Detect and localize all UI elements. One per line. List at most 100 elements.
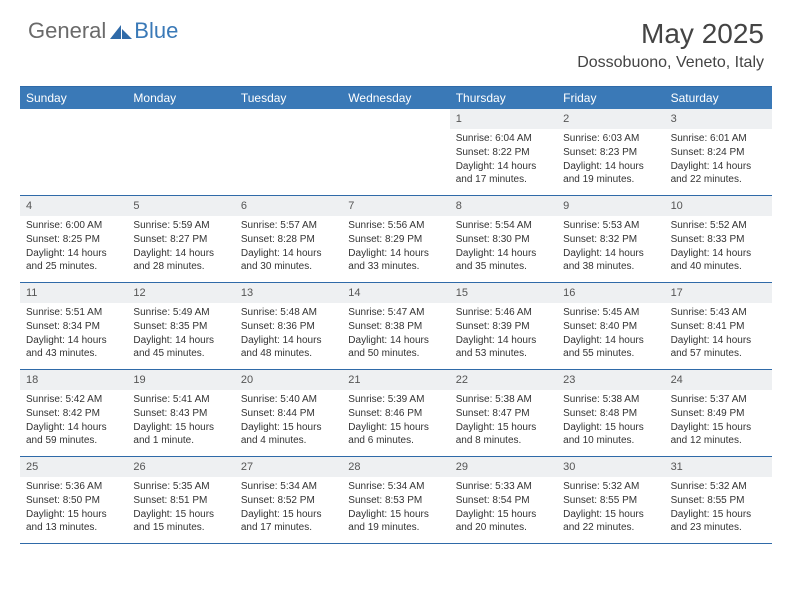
sunset-text: Sunset: 8:53 PM [348, 494, 443, 507]
day-number: 4 [20, 196, 127, 216]
day-cell: 19Sunrise: 5:41 AMSunset: 8:43 PMDayligh… [127, 370, 234, 456]
daylight-text: Daylight: 14 hours and 35 minutes. [456, 247, 551, 273]
logo-text-blue: Blue [134, 18, 178, 44]
sunrise-text: Sunrise: 5:38 AM [563, 393, 658, 406]
sunset-text: Sunset: 8:52 PM [241, 494, 336, 507]
day-cell [235, 109, 342, 195]
day-cell: 2Sunrise: 6:03 AMSunset: 8:23 PMDaylight… [557, 109, 664, 195]
sunrise-text: Sunrise: 5:56 AM [348, 219, 443, 232]
sunrise-text: Sunrise: 5:48 AM [241, 306, 336, 319]
day-number: 31 [665, 457, 772, 477]
sunset-text: Sunset: 8:32 PM [563, 233, 658, 246]
day-body: Sunrise: 5:42 AMSunset: 8:42 PMDaylight:… [20, 390, 127, 452]
day-number: 29 [450, 457, 557, 477]
day-body: Sunrise: 5:33 AMSunset: 8:54 PMDaylight:… [450, 477, 557, 539]
daylight-text: Daylight: 15 hours and 17 minutes. [241, 508, 336, 534]
day-body: Sunrise: 5:56 AMSunset: 8:29 PMDaylight:… [342, 216, 449, 278]
logo-sail-icon [110, 23, 132, 39]
daylight-text: Daylight: 14 hours and 48 minutes. [241, 334, 336, 360]
sunrise-text: Sunrise: 5:46 AM [456, 306, 551, 319]
sunrise-text: Sunrise: 5:38 AM [456, 393, 551, 406]
sunset-text: Sunset: 8:54 PM [456, 494, 551, 507]
sunset-text: Sunset: 8:36 PM [241, 320, 336, 333]
day-number: 7 [342, 196, 449, 216]
day-cell: 11Sunrise: 5:51 AMSunset: 8:34 PMDayligh… [20, 283, 127, 369]
day-number: 3 [665, 109, 772, 129]
day-cell: 3Sunrise: 6:01 AMSunset: 8:24 PMDaylight… [665, 109, 772, 195]
daylight-text: Daylight: 14 hours and 59 minutes. [26, 421, 121, 447]
daylight-text: Daylight: 14 hours and 28 minutes. [133, 247, 228, 273]
title-block: May 2025 Dossobuono, Veneto, Italy [577, 18, 764, 72]
day-number: 10 [665, 196, 772, 216]
week-row: 25Sunrise: 5:36 AMSunset: 8:50 PMDayligh… [20, 457, 772, 544]
sunrise-text: Sunrise: 5:45 AM [563, 306, 658, 319]
day-body: Sunrise: 5:35 AMSunset: 8:51 PMDaylight:… [127, 477, 234, 539]
sunrise-text: Sunrise: 5:47 AM [348, 306, 443, 319]
day-cell: 15 Sunrise: 5:46 AMSunset: 8:39 PMDayligh… [450, 283, 557, 369]
week-row: 1Sunrise: 6:04 AMSunset: 8:22 PMDaylight… [20, 109, 772, 196]
day-cell: 17Sunrise: 5:43 AMSunset: 8:41 PMDayligh… [665, 283, 772, 369]
daylight-text: Daylight: 15 hours and 22 minutes. [563, 508, 658, 534]
day-number: 9 [557, 196, 664, 216]
sunset-text: Sunset: 8:40 PM [563, 320, 658, 333]
logo-text-general: General [28, 18, 106, 44]
day-number: 24 [665, 370, 772, 390]
day-body: Sunrise: 5:34 AMSunset: 8:52 PMDaylight:… [235, 477, 342, 539]
daylight-text: Daylight: 14 hours and 50 minutes. [348, 334, 443, 360]
sunrise-text: Sunrise: 6:01 AM [671, 132, 766, 145]
day-cell: 21Sunrise: 5:39 AMSunset: 8:46 PMDayligh… [342, 370, 449, 456]
daylight-text: Daylight: 14 hours and 22 minutes. [671, 160, 766, 186]
daylight-text: Daylight: 14 hours and 17 minutes. [456, 160, 551, 186]
weekday-header: Wednesday [342, 87, 449, 109]
day-body: Sunrise: 5:45 AMSunset: 8:40 PMDaylight:… [557, 303, 664, 365]
sunrise-text: Sunrise: 5:49 AM [133, 306, 228, 319]
day-number: 13 [235, 283, 342, 303]
day-cell: 8Sunrise: 5:54 AMSunset: 8:30 PMDaylight… [450, 196, 557, 282]
daylight-text: Daylight: 15 hours and 8 minutes. [456, 421, 551, 447]
day-number [127, 109, 234, 115]
day-cell: 26Sunrise: 5:35 AMSunset: 8:51 PMDayligh… [127, 457, 234, 543]
day-body: Sunrise: 5:43 AMSunset: 8:41 PMDaylight:… [665, 303, 772, 365]
day-cell: 5Sunrise: 5:59 AMSunset: 8:27 PMDaylight… [127, 196, 234, 282]
day-cell: 20Sunrise: 5:40 AMSunset: 8:44 PMDayligh… [235, 370, 342, 456]
day-number: 25 [20, 457, 127, 477]
day-number: 17 [665, 283, 772, 303]
day-body: Sunrise: 5:57 AMSunset: 8:28 PMDaylight:… [235, 216, 342, 278]
day-number: 11 [20, 283, 127, 303]
sunset-text: Sunset: 8:48 PM [563, 407, 658, 420]
day-body: Sunrise: 5:34 AMSunset: 8:53 PMDaylight:… [342, 477, 449, 539]
sunset-text: Sunset: 8:30 PM [456, 233, 551, 246]
daylight-text: Daylight: 14 hours and 53 minutes. [456, 334, 551, 360]
day-number: 23 [557, 370, 664, 390]
daylight-text: Daylight: 14 hours and 55 minutes. [563, 334, 658, 360]
sunset-text: Sunset: 8:41 PM [671, 320, 766, 333]
day-cell: 25Sunrise: 5:36 AMSunset: 8:50 PMDayligh… [20, 457, 127, 543]
day-cell: 12Sunrise: 5:49 AMSunset: 8:35 PMDayligh… [127, 283, 234, 369]
daylight-text: Daylight: 14 hours and 57 minutes. [671, 334, 766, 360]
day-body: Sunrise: 5:47 AMSunset: 8:38 PMDaylight:… [342, 303, 449, 365]
day-number [20, 109, 127, 115]
daylight-text: Daylight: 15 hours and 15 minutes. [133, 508, 228, 534]
day-number: 2 [557, 109, 664, 129]
day-body: Sunrise: 5:32 AMSunset: 8:55 PMDaylight:… [665, 477, 772, 539]
sunset-text: Sunset: 8:23 PM [563, 146, 658, 159]
daylight-text: Daylight: 15 hours and 4 minutes. [241, 421, 336, 447]
day-number: 15 [450, 283, 557, 303]
week-row: 11Sunrise: 5:51 AMSunset: 8:34 PMDayligh… [20, 283, 772, 370]
daylight-text: Daylight: 14 hours and 25 minutes. [26, 247, 121, 273]
day-body: Sunrise: 5:51 AMSunset: 8:34 PMDaylight:… [20, 303, 127, 365]
day-body: Sunrise: 6:03 AMSunset: 8:23 PMDaylight:… [557, 129, 664, 191]
day-cell: 9Sunrise: 5:53 AMSunset: 8:32 PMDaylight… [557, 196, 664, 282]
day-number: 16 [557, 283, 664, 303]
day-cell: 27Sunrise: 5:34 AMSunset: 8:52 PMDayligh… [235, 457, 342, 543]
sunset-text: Sunset: 8:39 PM [456, 320, 551, 333]
day-body: Sunrise: 5:32 AMSunset: 8:55 PMDaylight:… [557, 477, 664, 539]
sunset-text: Sunset: 8:44 PM [241, 407, 336, 420]
sunset-text: Sunset: 8:27 PM [133, 233, 228, 246]
weekday-header: Friday [557, 87, 664, 109]
day-cell: 10Sunrise: 5:52 AMSunset: 8:33 PMDayligh… [665, 196, 772, 282]
day-number [342, 109, 449, 115]
day-cell: 22Sunrise: 5:38 AMSunset: 8:47 PMDayligh… [450, 370, 557, 456]
sunrise-text: Sunrise: 5:39 AM [348, 393, 443, 406]
day-number: 18 [20, 370, 127, 390]
